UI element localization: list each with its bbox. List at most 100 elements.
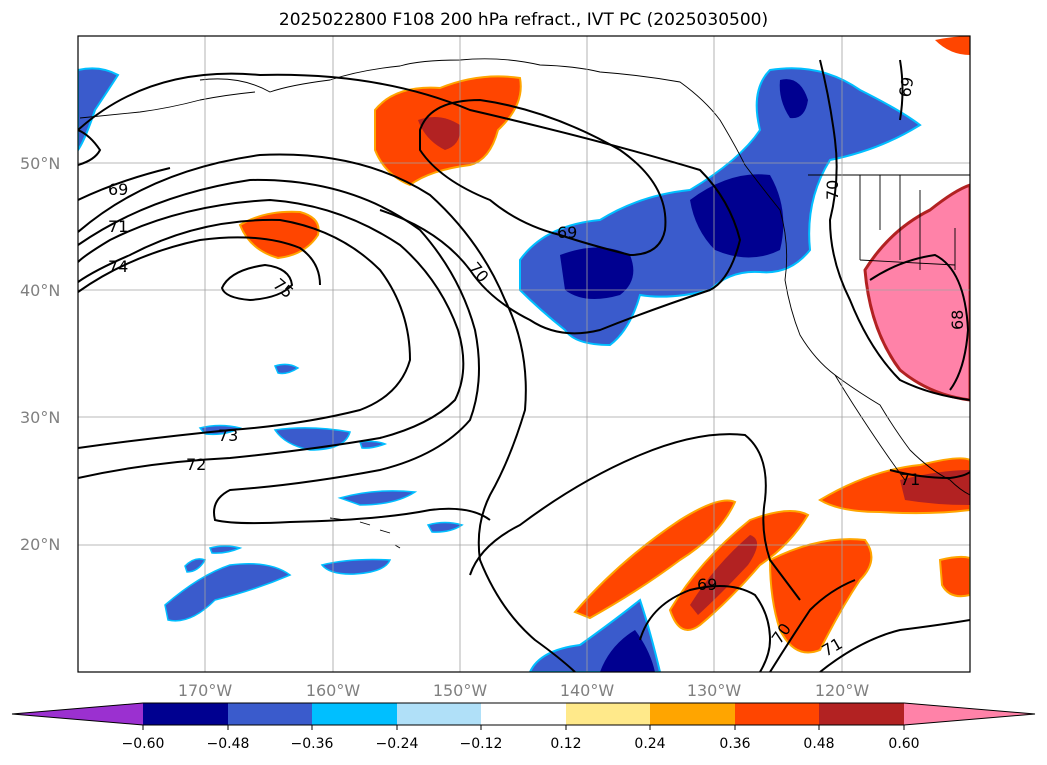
colorbar-segment <box>566 703 650 725</box>
contour-69-inner <box>419 98 667 257</box>
north-american-west-coast <box>744 164 970 496</box>
contour-label: 69 <box>108 180 128 199</box>
colorbar-tick-label: 0.12 <box>550 736 581 752</box>
contour-69-ne <box>899 59 904 121</box>
colorbar-segment <box>397 703 481 725</box>
lon-tick-label: 150°W <box>433 681 488 700</box>
longitude-labels: 170°W 160°W 150°W 140°W 130°W 120°W <box>178 681 870 700</box>
positive-anomaly-region <box>938 555 970 598</box>
lat-tick-label: 30°N <box>20 408 60 427</box>
positive-anomaly-region <box>573 499 737 620</box>
negative-anomaly-region <box>273 427 351 451</box>
negative-anomaly-region <box>164 563 292 622</box>
colorbar-tick-label: −0.60 <box>122 736 165 752</box>
lon-tick-label: 170°W <box>178 681 233 700</box>
lon-tick-label: 130°W <box>687 681 742 700</box>
contour-label: 68 <box>948 310 967 330</box>
positive-anomaly-region <box>935 36 970 55</box>
lat-tick-label: 40°N <box>20 281 60 300</box>
negative-anomaly-region <box>320 558 392 575</box>
pink-anomaly-region <box>863 183 970 402</box>
strong-negative-core <box>560 247 634 299</box>
colorbar-segment <box>143 703 228 725</box>
negative-anomaly-region <box>426 521 464 533</box>
colorbar-tick-label: −0.12 <box>460 736 503 752</box>
contour-label: 69 <box>557 223 577 242</box>
colorbar-segment <box>228 703 312 725</box>
contour-72 <box>78 198 465 479</box>
shaded-fields <box>78 36 970 672</box>
contour-71-east <box>889 469 970 480</box>
negative-anomaly-region <box>208 545 243 554</box>
strong-positive-core <box>690 535 758 615</box>
contour-label: 73 <box>218 426 238 445</box>
contour-lines <box>78 59 970 672</box>
baja-california <box>834 374 906 481</box>
contour-70 <box>78 153 576 672</box>
map-title: 2025022800 F108 200 hPa refract., IVT PC… <box>278 10 769 30</box>
colorbar-segment <box>481 703 566 725</box>
contour-label: 69 <box>895 75 917 98</box>
contour-74 <box>78 236 321 293</box>
contour-69-south <box>639 585 772 672</box>
colorbar-tick-label: 0.36 <box>719 736 750 752</box>
lon-tick-label: 140°W <box>560 681 615 700</box>
colorbar-tick-label: 0.60 <box>888 736 919 752</box>
alaska-coastline <box>199 58 746 166</box>
negative-anomaly-region <box>78 67 120 152</box>
negative-anomaly-region <box>184 558 207 573</box>
contour-68-west <box>78 129 102 166</box>
negative-anomaly-region <box>337 490 418 506</box>
colorbar-tick-label: −0.48 <box>207 736 250 752</box>
contour-label: 75 <box>269 275 297 303</box>
colorbar-tick-label: 0.24 <box>634 736 665 752</box>
contour-69-edge <box>78 167 171 201</box>
aleutian-islands <box>79 91 256 119</box>
contour-71-se <box>819 619 970 672</box>
graticule <box>78 36 970 672</box>
negative-anomaly-region <box>359 440 388 449</box>
lon-tick-label: 120°W <box>815 681 870 700</box>
negative-anomaly-region <box>273 363 300 375</box>
hawaiian-islands <box>329 517 401 549</box>
contour-75 <box>220 263 294 302</box>
map-frame <box>77 35 971 673</box>
colorbar-extend-max <box>904 703 1035 725</box>
coastlines <box>79 58 970 549</box>
contour-68-east <box>869 253 970 391</box>
contour-label: 71 <box>108 217 128 236</box>
contour-label: 71 <box>900 470 920 489</box>
positive-anomaly-region <box>238 210 320 260</box>
colorbar-extend-min <box>12 703 143 725</box>
colorbar-tick-label: 0.48 <box>803 736 834 752</box>
strong-negative-core <box>690 174 784 258</box>
strong-positive-core <box>900 470 970 505</box>
colorbar-segment <box>819 703 904 725</box>
strong-negative-core <box>779 79 808 119</box>
colorbar-tick-label: −0.24 <box>376 736 419 752</box>
contour-70-south <box>469 433 801 601</box>
colorbar-segment <box>312 703 397 725</box>
contour-70-east <box>819 59 970 401</box>
contour-label: 70 <box>465 258 493 286</box>
colorbar-segment <box>650 703 735 725</box>
contour-label: 69 <box>697 575 717 594</box>
contour-label: 70 <box>823 180 842 200</box>
latitude-labels: 20°N 30°N 40°N 50°N <box>20 154 60 554</box>
colorbar-segment <box>735 703 819 725</box>
contour-71 <box>78 178 491 525</box>
lat-tick-label: 50°N <box>20 154 60 173</box>
lat-tick-label: 20°N <box>20 535 60 554</box>
contour-73 <box>78 218 412 449</box>
strong-positive-core <box>418 116 461 150</box>
colorbar-tick-label: −0.36 <box>291 736 334 752</box>
colorbar: −0.60 −0.48 −0.36 −0.24 −0.12 0.12 0.24 … <box>11 702 1036 752</box>
lon-tick-label: 160°W <box>306 681 361 700</box>
contour-label: 74 <box>108 257 128 276</box>
state-borders <box>859 175 956 270</box>
contour-70-se <box>769 579 856 672</box>
colorbar-ticks <box>142 725 905 730</box>
strong-negative-core <box>600 630 655 672</box>
contour-label: 72 <box>186 455 206 474</box>
